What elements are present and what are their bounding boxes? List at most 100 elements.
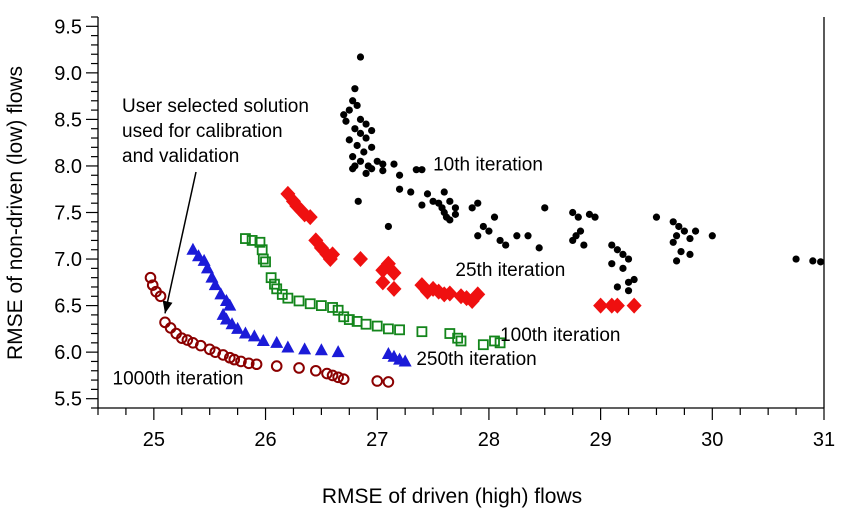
data-point — [489, 335, 500, 347]
data-point — [265, 272, 277, 284]
data-point — [362, 120, 370, 128]
y-tick-label: 7.0 — [54, 249, 82, 271]
data-point — [609, 297, 625, 314]
data-point — [144, 271, 157, 284]
annotation-line: and validation — [122, 146, 239, 167]
data-point — [446, 216, 454, 224]
y-tick-label: 8.0 — [54, 156, 82, 178]
x-tick-label: 31 — [813, 429, 835, 451]
data-point — [310, 364, 322, 377]
data-point — [418, 166, 426, 174]
data-point — [490, 213, 499, 221]
data-point — [608, 260, 616, 268]
data-point — [349, 153, 357, 161]
data-point — [451, 204, 460, 212]
y-tick-label: 9.0 — [54, 63, 82, 85]
data-point — [238, 326, 252, 339]
data-point — [384, 222, 392, 231]
x-tick-label: 26 — [254, 429, 276, 451]
x-tick-label: 28 — [478, 429, 500, 451]
data-point — [412, 166, 420, 174]
data-point — [338, 311, 350, 323]
data-point — [360, 148, 368, 156]
data-point — [485, 227, 493, 235]
series-label: 100th iteration — [500, 325, 620, 346]
data-point — [675, 222, 683, 231]
data-point — [474, 232, 482, 240]
y-tick-label: 8.5 — [54, 109, 82, 131]
data-point — [373, 157, 381, 165]
data-point — [247, 329, 261, 342]
data-point — [375, 274, 391, 291]
data-point — [686, 250, 694, 258]
data-point — [250, 358, 263, 371]
data-point — [371, 375, 384, 387]
data-point — [315, 300, 327, 311]
x-tick-label: 30 — [701, 429, 723, 451]
data-point — [626, 297, 642, 314]
series-dot — [340, 53, 825, 295]
data-point — [524, 232, 532, 240]
data-point — [613, 283, 621, 291]
data-point — [217, 349, 229, 361]
data-point — [613, 246, 621, 254]
data-point — [342, 117, 350, 125]
data-point — [362, 169, 370, 177]
x-axis-title: RMSE of driven (high) flows — [322, 485, 582, 508]
data-point — [353, 101, 361, 110]
data-point — [349, 97, 357, 105]
data-point — [281, 340, 295, 353]
axes: 25 26 27 28 29 30 31 5.5 6.0 6.5 7.0 7.5 8.0 8.5 9.0 9.… — [54, 16, 835, 451]
data-point — [429, 197, 437, 205]
data-point — [535, 244, 543, 252]
data-point — [321, 367, 333, 380]
y-tick-label: 6.5 — [54, 296, 82, 318]
data-point — [345, 106, 353, 114]
data-point — [686, 234, 694, 243]
data-point — [246, 235, 258, 246]
data-point — [386, 280, 402, 297]
annotation-line: User selected solution — [122, 96, 309, 117]
data-point — [368, 165, 376, 173]
data-point — [240, 233, 251, 244]
data-point — [593, 297, 609, 314]
data-point — [423, 190, 432, 198]
data-point — [477, 339, 489, 351]
data-point — [214, 287, 228, 300]
data-point — [513, 232, 521, 240]
y-axis-title: RMSE of non-driven (low) flows — [4, 66, 27, 360]
data-point — [331, 345, 345, 358]
data-point — [351, 85, 359, 93]
data-point — [186, 242, 200, 255]
data-point — [332, 304, 344, 316]
data-point — [619, 250, 627, 258]
annotation-arrowhead — [162, 300, 173, 314]
data-point — [362, 134, 370, 142]
data-point — [382, 323, 394, 335]
data-point — [817, 258, 825, 266]
data-point — [228, 353, 241, 366]
data-point — [379, 160, 387, 168]
series-label: 10th iteration — [433, 155, 543, 176]
data-point — [591, 213, 599, 221]
series-label: 1000th iteration — [113, 369, 244, 390]
series-layer — [144, 53, 825, 388]
data-point — [353, 141, 361, 150]
x-tick-label: 25 — [143, 429, 165, 451]
data-point — [680, 227, 688, 235]
data-point — [327, 302, 338, 313]
data-point — [455, 335, 467, 347]
data-point — [394, 324, 405, 336]
series-square — [240, 233, 506, 351]
data-point — [371, 320, 383, 332]
data-point — [468, 204, 476, 212]
data-point — [440, 188, 448, 196]
data-point — [340, 111, 348, 119]
x-tick-label: 27 — [366, 429, 388, 451]
data-point — [270, 335, 284, 348]
data-point — [154, 290, 167, 303]
data-point — [624, 287, 633, 295]
data-point — [181, 334, 194, 346]
data-point — [474, 199, 482, 207]
